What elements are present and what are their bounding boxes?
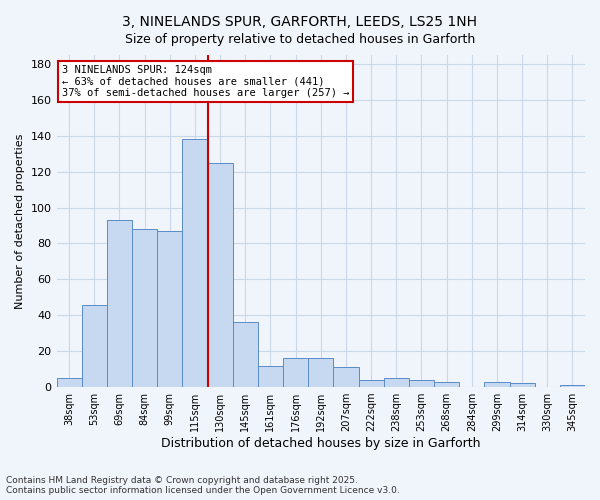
Y-axis label: Number of detached properties: Number of detached properties: [15, 134, 25, 308]
Bar: [182, 140, 208, 387]
X-axis label: Distribution of detached houses by size in Garforth: Distribution of detached houses by size …: [161, 437, 481, 450]
Bar: [434, 382, 459, 387]
Bar: [233, 322, 258, 387]
Bar: [308, 358, 334, 387]
Bar: [132, 229, 157, 387]
Bar: [82, 304, 107, 387]
Bar: [283, 358, 308, 387]
Bar: [107, 220, 132, 387]
Bar: [334, 368, 359, 387]
Text: Contains HM Land Registry data © Crown copyright and database right 2025.
Contai: Contains HM Land Registry data © Crown c…: [6, 476, 400, 495]
Bar: [383, 378, 409, 387]
Bar: [208, 162, 233, 387]
Bar: [484, 382, 509, 387]
Bar: [258, 366, 283, 387]
Bar: [359, 380, 383, 387]
Bar: [56, 378, 82, 387]
Bar: [509, 384, 535, 387]
Text: Size of property relative to detached houses in Garforth: Size of property relative to detached ho…: [125, 32, 475, 46]
Bar: [409, 380, 434, 387]
Text: 3 NINELANDS SPUR: 124sqm
← 63% of detached houses are smaller (441)
37% of semi-: 3 NINELANDS SPUR: 124sqm ← 63% of detach…: [62, 65, 349, 98]
Bar: [157, 231, 182, 387]
Bar: [560, 386, 585, 387]
Text: 3, NINELANDS SPUR, GARFORTH, LEEDS, LS25 1NH: 3, NINELANDS SPUR, GARFORTH, LEEDS, LS25…: [122, 15, 478, 29]
